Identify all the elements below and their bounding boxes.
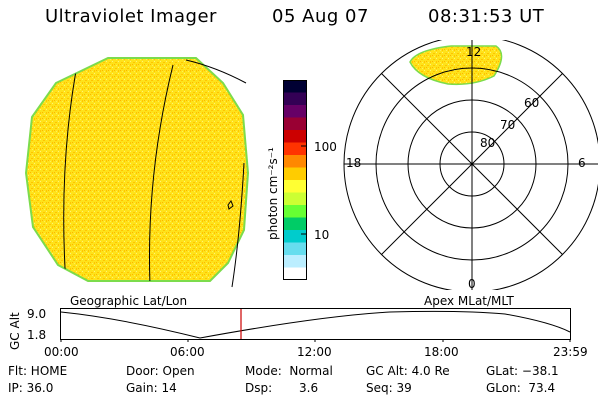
polar-plot	[343, 40, 598, 290]
colorbar-band	[283, 192, 307, 206]
colorbar-band	[283, 230, 307, 243]
polar-lat-60: 60	[524, 96, 540, 110]
colorbar-band	[283, 255, 307, 268]
altitude-timeline	[60, 308, 571, 342]
gc-alt-label: GC Alt: 4.0 Re	[366, 364, 450, 378]
door-label: Door: Open	[126, 364, 195, 378]
colorbar-band	[283, 80, 307, 93]
timeline-tick-1800: 18:00	[424, 345, 459, 359]
polar-lat-80: 80	[480, 136, 496, 150]
polar-mlt-0: 0	[468, 277, 476, 291]
colorbar-band	[283, 155, 307, 168]
colorbar-band	[283, 217, 307, 231]
timeline-tick-2359: 23:59	[553, 345, 588, 359]
colorbar-band	[283, 242, 307, 256]
polar-mlt-18: 18	[346, 156, 362, 170]
colorbar-band	[283, 117, 307, 131]
app-title: Ultraviolet Imager	[45, 6, 217, 27]
altitude-curve	[60, 310, 571, 339]
dsp-label: Dsp:	[245, 381, 273, 395]
flight-label: Flt: HOME	[8, 364, 68, 378]
dsp-value: 3.6	[299, 381, 319, 395]
colorbar-band	[283, 205, 307, 218]
glat-label: GLat: −38.1	[486, 364, 559, 378]
seq-label: Seq: 39	[366, 381, 412, 395]
colorbar-unit-label: photon cm⁻²s⁻¹	[266, 147, 280, 240]
mode-label: Mode: Normal	[245, 364, 333, 378]
colorbar-band	[283, 105, 307, 118]
glon-label: GLon: 73.4	[486, 381, 556, 395]
colorbar-bands	[283, 80, 307, 280]
colorbar-tick-100: 100	[314, 140, 337, 154]
colorbar-band	[283, 142, 307, 156]
apex-caption: Apex MLat/MLT	[424, 294, 514, 308]
time-label: 08:31:53 UT	[428, 6, 545, 27]
timeline-ylabel: GC Alt	[8, 312, 22, 350]
colorbar	[283, 80, 307, 280]
colorbar-band	[283, 267, 307, 280]
colorbar-band	[283, 167, 307, 181]
gain-label: Gain: 14	[126, 381, 177, 395]
date-label: 05 Aug 07	[272, 6, 369, 27]
timeline-tick-0600: 06:00	[170, 345, 205, 359]
colorbar-band	[283, 180, 307, 193]
colorbar-band	[283, 92, 307, 106]
auroral-oval-patch	[409, 45, 503, 86]
colorbar-tick-10: 10	[314, 228, 330, 242]
colorbar-band	[283, 130, 307, 143]
polar-mlt-12: 12	[466, 45, 482, 59]
timeline-ymax: 9.0	[27, 307, 47, 321]
timeline-tick-0000: 00:00	[44, 345, 79, 359]
timeline-tick-1200: 12:00	[297, 345, 332, 359]
geographic-caption: Geographic Lat/Lon	[70, 294, 188, 308]
earth-disk-image	[24, 57, 250, 288]
polar-mlt-6: 6	[578, 156, 586, 170]
ip-label: IP: 36.0	[8, 381, 54, 395]
timeline-ymin: 1.8	[27, 328, 47, 342]
polar-lat-70: 70	[500, 118, 516, 132]
